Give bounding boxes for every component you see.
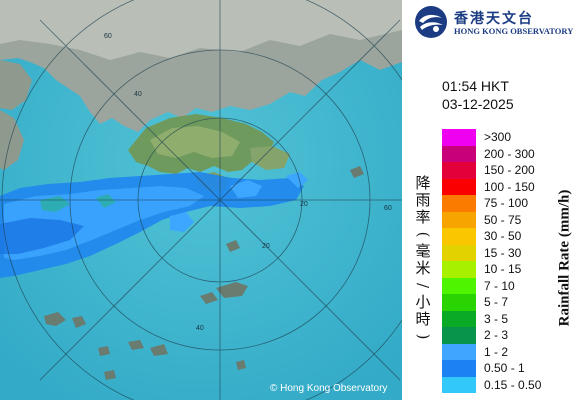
legend-title-chinese-char: 雨 xyxy=(415,191,431,209)
legend-row: >300 xyxy=(442,129,577,146)
legend-label: 2 - 3 xyxy=(484,328,509,342)
outlying-islands xyxy=(44,166,364,380)
legend-label: 1 - 2 xyxy=(484,344,509,359)
legend-swatch xyxy=(442,145,476,162)
legend-swatch xyxy=(442,228,476,245)
legend-title-english: Rainfall Rate (mm/h) xyxy=(556,189,573,327)
legend-swatch xyxy=(442,162,476,179)
logo-name-chinese: 香港天文台 xyxy=(454,11,534,27)
legend-row: 0.15 - 0.50 xyxy=(442,376,577,393)
legend-swatch xyxy=(442,178,476,195)
legend-row: 200 - 300 xyxy=(442,145,577,162)
legend-title-chinese-char: 率 xyxy=(415,208,431,226)
radar-map-graphic: 60 60 40 40 20 20 xyxy=(0,0,402,400)
legend-swatch xyxy=(442,195,476,212)
legend-title-chinese-char: ( xyxy=(414,231,433,238)
logo-name-english: HONG KONG OBSERVATORY xyxy=(454,26,574,36)
legend-row: 150 - 200 xyxy=(442,162,577,179)
legend-swatch xyxy=(442,327,476,344)
legend-title-chinese-char: ) xyxy=(414,333,433,340)
legend-label: 0.50 - 1 xyxy=(484,361,525,375)
legend-label: 5 - 7 xyxy=(484,295,509,309)
legend-title-chinese-char: 毫 xyxy=(415,242,431,260)
legend-swatch xyxy=(442,360,476,377)
range-label-40-north: 40 xyxy=(134,91,142,98)
legend-row: 3 - 5 xyxy=(442,310,577,327)
observatory-logo: 香港天文台 HONG KONG OBSERVATORY xyxy=(414,4,574,40)
legend-swatch xyxy=(442,129,476,146)
legend-row: 1 - 2 xyxy=(442,343,577,360)
legend-label: 0.15 - 0.50 xyxy=(484,377,542,392)
legend-label: 3 - 5 xyxy=(484,311,509,326)
legend-label: 7 - 10 xyxy=(484,278,515,293)
copyright-notice: © Hong Kong Observatory xyxy=(270,383,388,394)
legend-title-chinese-char: 降 xyxy=(415,174,431,192)
radar-date: 03-12-2025 xyxy=(442,96,514,112)
info-panel: 香港天文台 HONG KONG OBSERVATORY 01:54 HKT 03… xyxy=(402,0,577,400)
legend-label: 75 - 100 xyxy=(484,196,529,210)
legend-label: 30 - 50 xyxy=(484,229,522,243)
legend-title-chinese-char: 米 xyxy=(415,259,431,277)
legend-row: 100 - 150 xyxy=(442,178,577,195)
legend-title-english-wrapper: Rainfall Rate (mm/h) xyxy=(555,190,575,327)
range-label-20-east: 20 xyxy=(300,201,308,208)
legend-label: >300 xyxy=(484,130,512,144)
legend-row: 75 - 100 xyxy=(442,195,577,212)
legend-label: 200 - 300 xyxy=(484,146,535,161)
legend-row: 0.50 - 1 xyxy=(442,360,577,377)
legend-label: 15 - 30 xyxy=(484,245,522,260)
legend-swatch xyxy=(442,343,476,360)
legend-label: 150 - 200 xyxy=(484,163,535,177)
rain-echoes xyxy=(0,172,308,278)
legend-swatch xyxy=(442,310,476,327)
range-label-60-north: 60 xyxy=(104,33,112,40)
legend-swatch xyxy=(442,211,476,228)
range-label-40-south: 40 xyxy=(196,325,204,332)
range-label-60-east: 60 xyxy=(384,205,392,212)
legend-row: 50 - 75 xyxy=(442,211,577,228)
legend-row: 7 - 10 xyxy=(442,277,577,294)
legend-title-chinese: 降雨率 ( 毫米 / 小時) xyxy=(408,175,438,375)
observatory-emblem-icon xyxy=(415,6,447,38)
legend-title-chinese-char: 時 xyxy=(415,310,431,328)
legend-title-chinese-char: / xyxy=(414,282,433,289)
legend-swatch xyxy=(442,376,476,393)
range-rings xyxy=(0,0,402,400)
legend-swatch xyxy=(442,261,476,278)
land-mainland xyxy=(0,0,402,170)
legend-label: 50 - 75 xyxy=(484,212,522,227)
legend-swatch xyxy=(442,294,476,311)
legend-row: 15 - 30 xyxy=(442,244,577,261)
radar-time: 01:54 HKT xyxy=(442,78,509,94)
legend-row: 30 - 50 xyxy=(442,228,577,245)
legend-title-chinese-char: 小 xyxy=(415,293,431,311)
rainfall-legend: >300 200 - 300 150 - 200 100 - 150 75 - 100 5… xyxy=(442,129,577,393)
legend-row: 10 - 15 xyxy=(442,261,577,278)
range-label-20-south: 20 xyxy=(262,243,270,250)
legend-row: 2 - 3 xyxy=(442,327,577,344)
legend-swatch xyxy=(442,244,476,261)
radar-map[interactable]: 60 60 40 40 20 20 © Hong Kong Observator… xyxy=(0,0,402,400)
legend-label: 10 - 15 xyxy=(484,262,522,276)
legend-row: 5 - 7 xyxy=(442,294,577,311)
legend-swatch xyxy=(442,277,476,294)
legend-label: 100 - 150 xyxy=(484,179,535,194)
